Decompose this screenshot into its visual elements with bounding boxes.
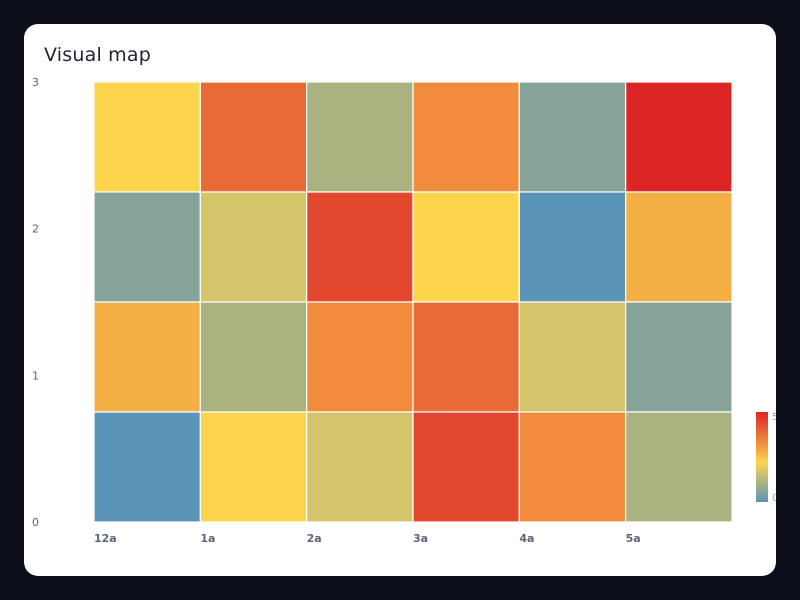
heatmap-cell[interactable] [412, 191, 520, 303]
heatmap-cell[interactable] [518, 191, 627, 303]
y-tick-label: 0 [32, 516, 39, 529]
x-tick-label: 4a [519, 532, 534, 545]
heatmap-cell[interactable] [518, 411, 627, 523]
heatmap-cell[interactable] [199, 301, 308, 413]
chart-title: Visual map [44, 44, 151, 66]
heatmap-cell[interactable] [518, 81, 627, 193]
x-axis-ticks: 12a 1a 2a 3a 4a 5a [94, 532, 641, 545]
heatmap-cell[interactable] [199, 191, 308, 303]
heatmap-cell[interactable] [306, 191, 414, 303]
x-tick-label: 12a [94, 532, 117, 545]
heatmap-cell[interactable] [625, 191, 733, 303]
visual-map-bar[interactable] [756, 412, 768, 502]
heatmap-cells [93, 81, 733, 523]
y-tick-label: 1 [32, 369, 39, 382]
chart-card: Visual map 12a 1a 2a 3a 4a 5a 0 1 2 3 50 0 [24, 24, 776, 576]
x-tick-label: 1a [200, 532, 215, 545]
heatmap-cell[interactable] [625, 411, 733, 523]
heatmap-cell[interactable] [199, 81, 308, 193]
heatmap-cell[interactable] [306, 411, 414, 523]
heatmap-cell[interactable] [199, 411, 308, 523]
visual-map-min-label: 0 [772, 493, 776, 504]
heatmap-cell[interactable] [93, 301, 201, 413]
heatmap-cell[interactable] [93, 191, 201, 303]
heatmap-cell[interactable] [306, 81, 414, 193]
heatmap-cell[interactable] [518, 301, 627, 413]
heatmap-cell[interactable] [412, 81, 520, 193]
y-tick-label: 2 [32, 223, 39, 236]
heatmap-cell[interactable] [412, 411, 520, 523]
heatmap-chart: 12a 1a 2a 3a 4a 5a 0 1 2 3 50 0 [32, 76, 776, 545]
heatmap-cell[interactable] [625, 81, 733, 193]
heatmap-cell[interactable] [412, 301, 520, 413]
y-tick-label: 3 [32, 76, 39, 89]
visual-map-max-label: 50 [772, 412, 776, 423]
heatmap-cell[interactable] [93, 81, 201, 193]
visual-map: 50 0 [756, 412, 776, 504]
heatmap-cell[interactable] [306, 301, 414, 413]
y-axis-ticks: 0 1 2 3 [32, 76, 39, 529]
heatmap-cell[interactable] [625, 301, 733, 413]
x-tick-label: 3a [413, 532, 428, 545]
x-tick-label: 2a [307, 532, 322, 545]
x-tick-label: 5a [626, 532, 641, 545]
heatmap-cell[interactable] [93, 411, 201, 523]
